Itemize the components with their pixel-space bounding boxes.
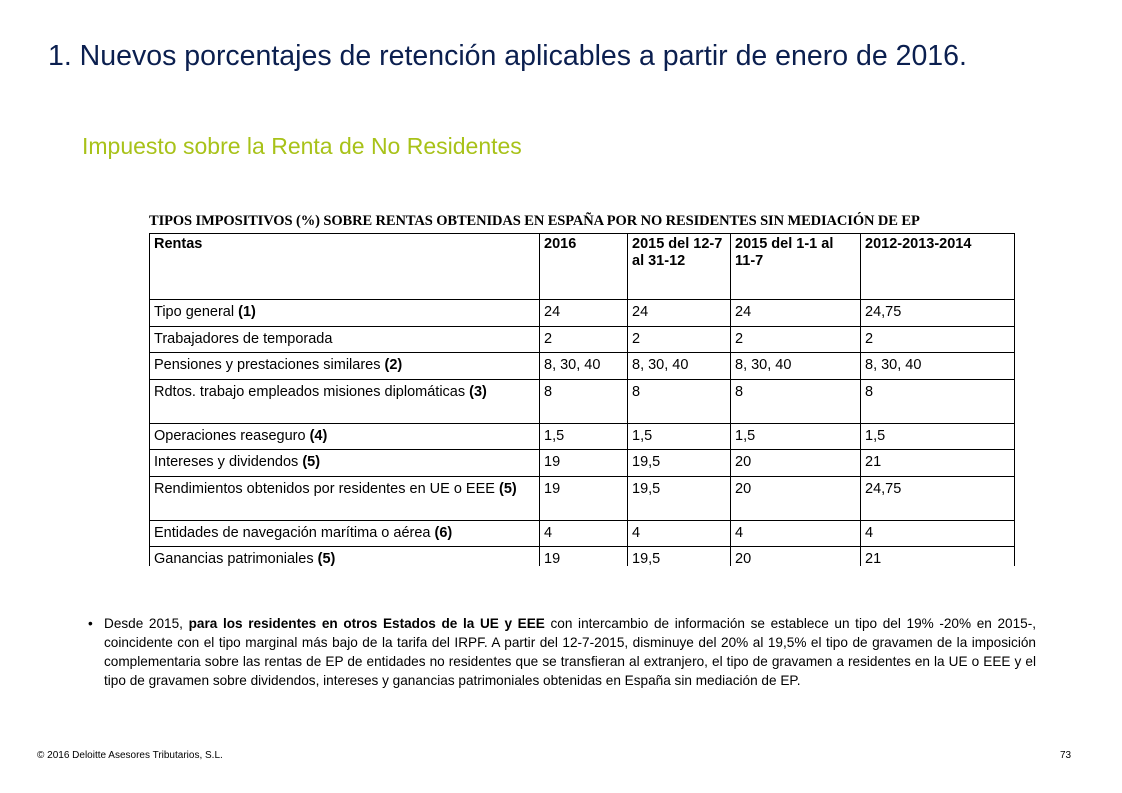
rate-cell: 8, 30, 40: [539, 352, 628, 380]
row-label-cell: Trabajadores de temporada: [149, 325, 540, 353]
rate-cell: 8, 30, 40: [730, 352, 861, 380]
bullet-prefix: Desde 2015,: [104, 616, 189, 631]
row-label-cell: Intereses y dividendos (5): [149, 449, 540, 477]
row-label: Pensiones y prestaciones similares: [154, 357, 381, 373]
rate-cell: 8, 30, 40: [627, 352, 731, 380]
header-rentas: Rentas: [149, 233, 540, 300]
rate-cell: 24: [627, 299, 731, 327]
bullet-mark: •: [88, 616, 93, 631]
row-label: Trabajadores de temporada: [154, 330, 333, 347]
row-footnote-ref: (1): [238, 304, 256, 320]
rate-cell: 19,5: [627, 475, 731, 521]
rate-cell: 24: [730, 299, 861, 327]
table-row: Ganancias patrimoniales (5) 19 19,5 20 21: [149, 546, 1015, 566]
row-label-cell: Entidades de navegación marítima o aérea…: [149, 519, 540, 547]
rate-cell: 20: [730, 546, 861, 566]
rate-cell: 21: [860, 546, 1015, 566]
rate-cell: 24,75: [860, 299, 1015, 327]
table-row: Pensiones y prestaciones similares (2) 8,…: [149, 352, 1015, 380]
row-label-cell: Ganancias patrimoniales (5): [149, 546, 540, 566]
rate-cell: 8: [627, 378, 731, 424]
row-label: Operaciones reaseguro: [154, 427, 306, 444]
tax-rates-table-image: TIPOS IMPOSITIVOS (%) SOBRE RENTAS OBTEN…: [149, 210, 1019, 566]
table-row: Tipo general (1) 24 24 24 24,75: [149, 299, 1015, 327]
rate-cell: 21: [860, 449, 1015, 477]
rate-cell: 8, 30, 40: [860, 352, 1015, 380]
rate-cell: 2: [860, 325, 1015, 353]
row-footnote-ref: (5): [498, 480, 517, 497]
header-2015-second-half: 2015 del 12-7 al 31-12: [627, 233, 731, 300]
row-label: Entidades de navegación marítima o aérea: [154, 524, 431, 541]
table-row: Intereses y dividendos (5) 19 19,5 20 21: [149, 449, 1015, 477]
rate-cell: 1,5: [860, 422, 1015, 450]
row-label-cell: Pensiones y prestaciones similares (2): [149, 352, 540, 380]
bullet-item: • Desde 2015, para los residentes en otr…: [88, 614, 1036, 690]
row-label-cell: Rdtos. trabajo empleados misiones diplom…: [149, 378, 540, 424]
rate-cell: 19,5: [627, 546, 731, 566]
table-caption: TIPOS IMPOSITIVOS (%) SOBRE RENTAS OBTEN…: [149, 213, 920, 229]
rate-cell: 20: [730, 449, 861, 477]
row-label: Ganancias patrimoniales: [154, 551, 314, 566]
table-row: Rendimientos obtenidos por residentes en…: [149, 475, 1015, 521]
row-label: Tipo general: [154, 304, 235, 320]
row-label: Intereses y dividendos: [154, 454, 299, 470]
footer-copyright: © 2016 Deloitte Asesores Tributarios, S.…: [37, 750, 223, 761]
slide-title: 1. Nuevos porcentajes de retención aplic…: [48, 40, 967, 72]
table-header-row: Rentas 2016 2015 del 12-7 al 31-12 2015 …: [149, 233, 1015, 300]
rate-cell: 4: [860, 519, 1015, 547]
rate-cell: 4: [730, 519, 861, 547]
slide-subtitle: Impuesto sobre la Renta de No Residentes: [82, 133, 522, 159]
table-row: Entidades de navegación marítima o aérea…: [149, 519, 1015, 547]
row-footnote-ref: (4): [309, 427, 328, 444]
rate-cell: 8: [539, 378, 628, 424]
explanation-bullets: • Desde 2015, para los residentes en otr…: [88, 614, 1036, 690]
rate-cell: 1,5: [730, 422, 861, 450]
rate-cell: 20: [730, 475, 861, 521]
row-label: Rendimientos obtenidos por residentes en…: [154, 480, 495, 497]
rate-cell: 4: [539, 519, 628, 547]
rate-cell: 19,5: [627, 449, 731, 477]
rate-cell: 8: [860, 378, 1015, 424]
rate-cell: 1,5: [627, 422, 731, 450]
rate-cell: 4: [627, 519, 731, 547]
rate-cell: 2: [627, 325, 731, 353]
row-footnote-ref: (5): [302, 454, 321, 470]
row-footnote-ref: (2): [384, 357, 403, 373]
row-footnote-ref: (3): [469, 383, 487, 400]
table-row: Rdtos. trabajo empleados misiones diplom…: [149, 378, 1015, 424]
row-footnote-ref: (6): [434, 524, 453, 541]
row-footnote-ref: (5): [317, 551, 336, 566]
header-2016: 2016: [539, 233, 628, 300]
rate-cell: 2: [730, 325, 861, 353]
row-label: Rdtos. trabajo empleados misiones diplom…: [154, 383, 466, 400]
header-2012-2014: 2012-2013-2014: [860, 233, 1015, 300]
rate-cell: 19: [539, 546, 628, 566]
bullet-rest: con intercambio de información se establ…: [104, 616, 1037, 688]
table-row: Operaciones reaseguro (4) 1,5 1,5 1,5 1,5: [149, 422, 1015, 450]
rate-cell: 1,5: [539, 422, 628, 450]
rate-cell: 24: [539, 299, 628, 327]
row-label-cell: Operaciones reaseguro (4): [149, 422, 540, 450]
rate-cell: 24,75: [860, 475, 1015, 521]
tax-rates-table: Rentas 2016 2015 del 12-7 al 31-12 2015 …: [149, 233, 1015, 566]
row-label-cell: Rendimientos obtenidos por residentes en…: [149, 475, 540, 521]
rate-cell: 19: [539, 475, 628, 521]
rate-cell: 8: [730, 378, 861, 424]
header-2015-first-half: 2015 del 1-1 al 11-7: [730, 233, 861, 300]
row-label-cell: Tipo general (1): [149, 299, 540, 327]
bullet-bold-text: para los residentes en otros Estados de …: [188, 616, 545, 631]
rate-cell: 2: [539, 325, 628, 353]
page-number: 73: [1060, 750, 1072, 761]
rate-cell: 19: [539, 449, 628, 477]
